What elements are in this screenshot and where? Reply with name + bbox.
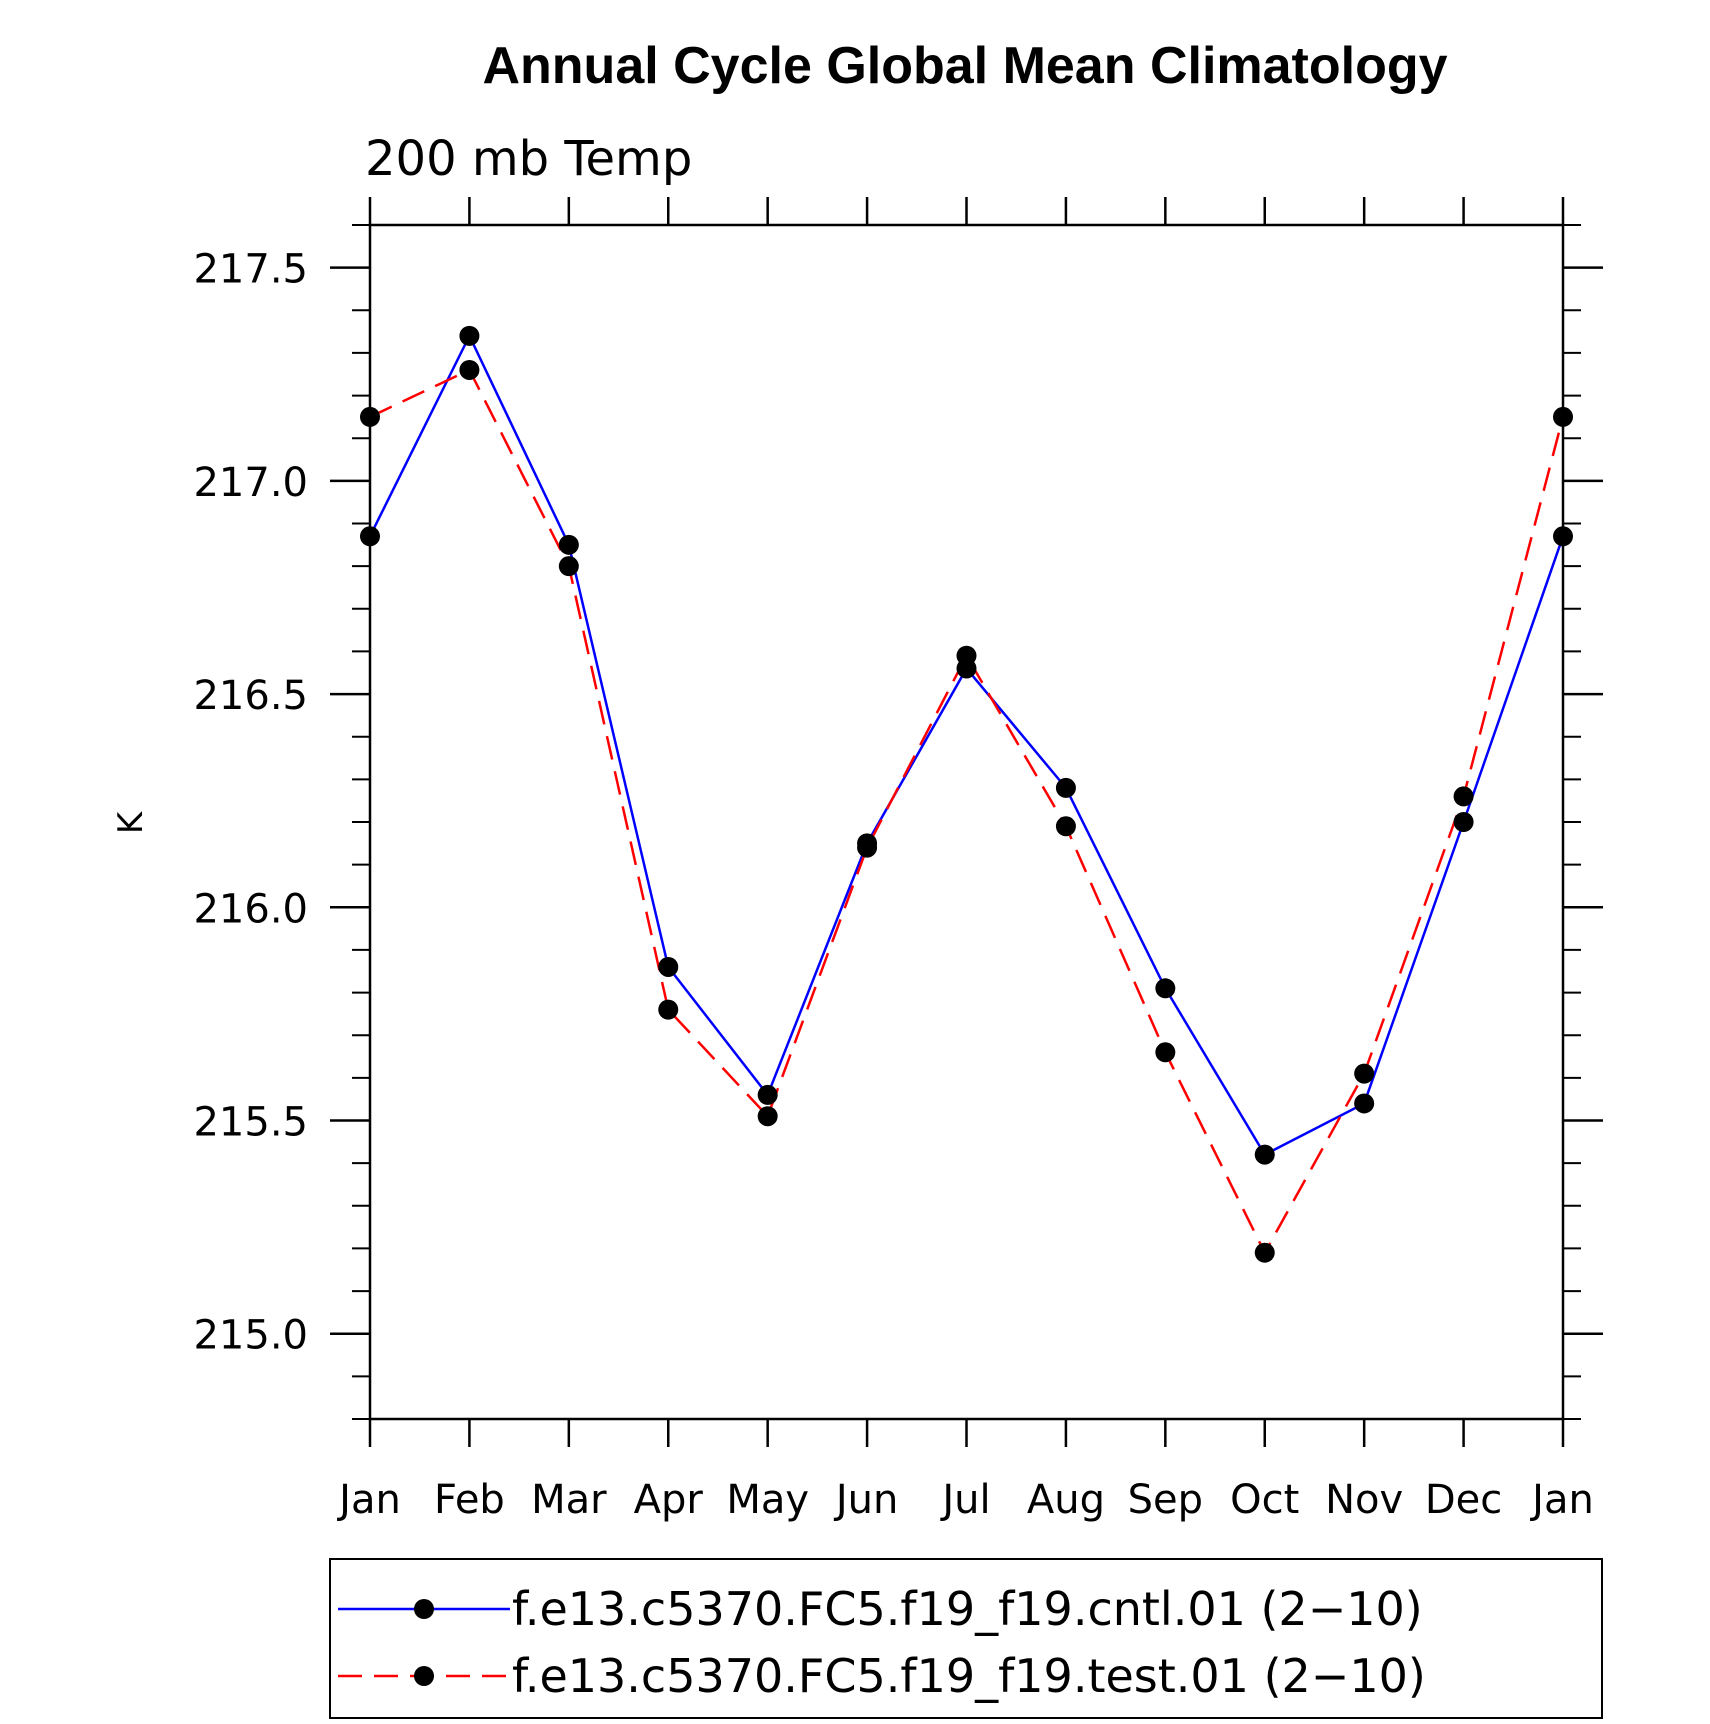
series-1-point	[956, 645, 977, 666]
x-tick-label: Jun	[833, 1477, 899, 1523]
series-1-point	[1553, 406, 1573, 427]
y-tick-label: 216.5	[193, 673, 308, 719]
series-0-point	[1155, 978, 1176, 999]
series-0-point	[1553, 526, 1573, 547]
x-tick-label: Jan	[336, 1477, 401, 1523]
series-1-point	[1155, 1042, 1176, 1063]
series-1-point	[658, 999, 679, 1020]
x-tick-label: Apr	[634, 1477, 704, 1523]
x-tick-label: Dec	[1425, 1477, 1502, 1523]
x-tick-label: Nov	[1325, 1477, 1403, 1523]
y-tick-label: 215.5	[193, 1100, 308, 1146]
series-0-point	[1453, 812, 1474, 832]
series-1-point	[459, 359, 480, 380]
plot-frame	[368, 223, 1565, 1421]
legend-box	[329, 1558, 1603, 1719]
x-tick-label: Mar	[531, 1477, 607, 1523]
series-1-point	[360, 406, 380, 427]
chart-title: Annual Cycle Global Mean Climatology	[482, 37, 1447, 95]
legend-label-1: f.e13.c5370.FC5.f19_f19.test.01 (2−10)	[512, 1649, 1426, 1703]
y-tick-label: 217.5	[193, 247, 308, 293]
series-0-point	[757, 1084, 778, 1105]
y-tick-label: 216.0	[193, 886, 308, 932]
series-0-point	[459, 325, 480, 346]
y-tick-label: 215.0	[193, 1313, 308, 1359]
x-tick-labels: Jan Feb Mar Apr May Jun Jul Aug Sep Oct Nov Dec Jan	[336, 1477, 1594, 1523]
y-tick-labels: 215.0 215.5 216.0 216.5 217.0 217.5	[193, 247, 308, 1359]
series-0-point	[360, 526, 380, 547]
legend: f.e13.c5370.FC5.f19_f19.cntl.01 (2−10) f.…	[338, 1582, 1426, 1703]
series-1-point	[757, 1106, 778, 1127]
series-layer	[360, 325, 1573, 1263]
series-0-point	[658, 956, 679, 977]
y-axis-label: K	[111, 810, 151, 834]
x-tick-label: Jul	[939, 1477, 990, 1523]
series-line-0	[368, 333, 1565, 1157]
x-tick-label: Sep	[1128, 1477, 1203, 1523]
series-1-point	[1254, 1242, 1275, 1263]
series-0-point	[558, 534, 579, 555]
series-1-point	[1453, 786, 1474, 807]
series-1-point	[1055, 816, 1076, 837]
chart-subtitle: 200 mb Temp	[365, 131, 692, 187]
x-tick-label: May	[726, 1477, 809, 1523]
x-tick-label: Aug	[1027, 1477, 1105, 1523]
series-0-point	[1055, 777, 1076, 798]
series-0-point	[1354, 1093, 1375, 1114]
series-1-point	[1354, 1063, 1375, 1084]
legend-marker-1	[414, 1666, 434, 1686]
axis-ticks	[330, 197, 1603, 1447]
series-0-point	[1254, 1144, 1275, 1165]
series-1-point	[558, 556, 579, 577]
legend-marker-0	[414, 1599, 434, 1619]
legend-label-0: f.e13.c5370.FC5.f19_f19.cntl.01 (2−10)	[512, 1582, 1423, 1636]
x-tick-label: Feb	[434, 1477, 505, 1523]
x-tick-label: Oct	[1230, 1477, 1299, 1523]
x-tick-label: Jan	[1529, 1477, 1594, 1523]
y-tick-label: 217.0	[193, 460, 308, 506]
series-1-point	[857, 837, 878, 858]
